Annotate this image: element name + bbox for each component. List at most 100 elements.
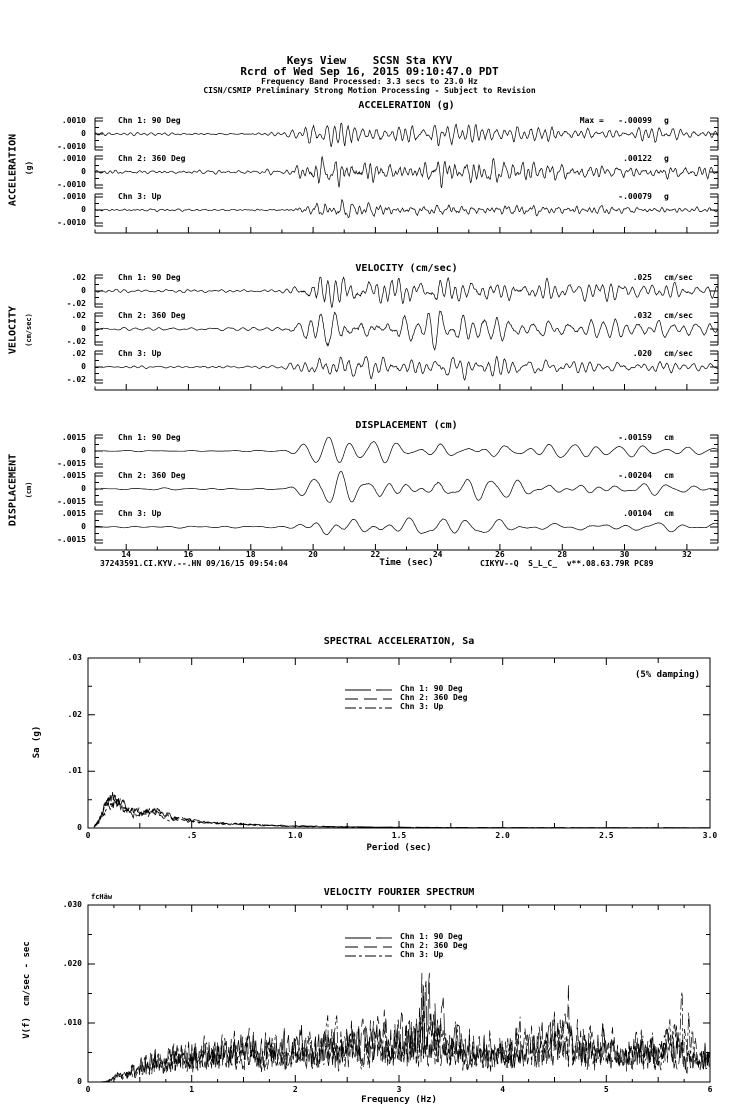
channel-max-value: .020: [632, 349, 652, 358]
y-tick-label: 0: [81, 446, 86, 455]
y-tick-label: 0: [81, 362, 86, 371]
frequency-band-note: Frequency Band Processed: 3.3 secs to 23…: [261, 77, 478, 86]
plot-path: [94, 510, 103, 544]
y-tick-label: 0: [81, 522, 86, 531]
y-tick-label: .0010: [61, 154, 86, 163]
plot-path: [87, 904, 711, 1083]
accel-section-title: ACCELERATION (g): [358, 100, 455, 111]
channel-max-value: -.00159: [618, 433, 652, 442]
y-tick-label: -.0010: [57, 218, 86, 227]
y-tick-label: 0: [81, 167, 86, 176]
channel-label: Chn 2: 360 Deg: [118, 154, 186, 163]
time-tick-label: 22: [370, 550, 381, 559]
plot-path: [93, 791, 710, 829]
fourier-x-tick-label: 6: [707, 1085, 713, 1094]
plot-path: [94, 227, 719, 234]
fourier-chart-title: VELOCITY FOURIER SPECTRUM: [323, 887, 475, 898]
y-tick-label: .02: [71, 273, 86, 282]
time-tick-label: 14: [121, 550, 131, 559]
y-tick-label: .02: [71, 311, 86, 320]
sa-chart-title: SPECTRAL ACCELERATION, Sa: [323, 636, 475, 647]
plot-path: [88, 983, 711, 1083]
y-tick-label: -.02: [66, 337, 86, 346]
time-tick-label: 32: [682, 550, 692, 559]
plot-path: [710, 193, 719, 227]
fourier-x-tick-label: 2: [292, 1085, 298, 1094]
channel-max-value: Max = -.00099: [579, 116, 652, 125]
sa-x-tick-label: 1.5: [391, 831, 407, 840]
plot-path: [93, 798, 710, 829]
processing-disclaimer: CISN/CSMIP Preliminary Strong Motion Pro…: [203, 86, 536, 95]
plot-path: [710, 472, 719, 506]
displacement-axis-title: DISPLACEMENT: [7, 453, 19, 527]
channel-max-unit: g: [664, 116, 669, 125]
y-tick-label: -.0015: [57, 459, 86, 468]
sa-y-tick-label: .01: [67, 766, 82, 776]
velocity-axis-title: VELOCITY: [7, 305, 19, 355]
time-tick-label: 20: [308, 550, 318, 559]
channel-max-value: .00122: [623, 154, 652, 163]
channel-max-value: .025: [632, 273, 652, 282]
plot-path: [94, 544, 719, 551]
time-tick-label: 28: [557, 550, 568, 559]
channel-label: Chn 1: 90 Deg: [118, 433, 181, 442]
plot-path: [94, 470, 719, 503]
plot-path: [88, 991, 711, 1083]
frequency-axis-label: Frequency (Hz): [361, 1095, 437, 1105]
velocity-section-title: VELOCITY (cm/sec): [355, 263, 458, 274]
channel-label: Chn 2: 360 Deg: [118, 311, 186, 320]
y-tick-label: .0015: [61, 433, 86, 442]
y-tick-label: 0: [81, 324, 86, 333]
plot-path: [94, 276, 719, 309]
sa-y-axis-title: Sa (g): [32, 725, 43, 759]
fourier-y-tick-label: 0: [77, 1077, 82, 1086]
channel-max-unit: g: [664, 192, 669, 201]
plot-path: [94, 517, 719, 536]
legend-label: Chn 1: 90 Deg: [400, 932, 463, 941]
sa-x-tick-label: 1.0: [288, 831, 303, 840]
plot-path: [94, 312, 103, 346]
legend-label: Chn 3: Up: [400, 702, 444, 711]
legend-label: Chn 3: Up: [400, 950, 444, 959]
fourier-x-tick-label: 5: [603, 1085, 609, 1094]
fourier-y-tick-label: .010: [62, 1018, 82, 1027]
legend-label: Chn 2: 360 Deg: [400, 693, 468, 702]
y-tick-label: -.02: [66, 299, 86, 308]
sa-x-tick-label: 3.0: [702, 831, 718, 840]
accel-axis-title: ACCELERATION: [7, 133, 19, 207]
channel-max-value: -.00079: [618, 192, 652, 201]
plot-path: [710, 155, 719, 189]
plot-path: [95, 436, 719, 464]
y-tick-label: .02: [71, 349, 86, 358]
y-tick-label: -.0010: [57, 180, 86, 189]
period-axis-label: Period (sec): [366, 843, 432, 853]
channel-max-unit: cm/sec: [664, 311, 693, 320]
fourier-y-tick-label: .030: [62, 900, 82, 909]
channel-max-unit: g: [664, 154, 669, 163]
plot-path: [710, 434, 719, 468]
channel-max-unit: cm: [664, 471, 674, 480]
y-tick-label: .0015: [61, 509, 86, 518]
plot-path: [94, 274, 103, 308]
y-tick-label: .0010: [61, 116, 86, 125]
sa-y-tick-label: .03: [67, 653, 82, 662]
channel-label: Chn 1: 90 Deg: [118, 273, 181, 282]
sa-x-tick-label: 2.0: [495, 831, 510, 840]
y-tick-label: 0: [81, 484, 86, 493]
channel-label: Chn 1: 90 Deg: [118, 116, 181, 125]
y-tick-label: 0: [81, 205, 86, 214]
sa-x-tick-label: 0: [85, 831, 91, 840]
plot-path: [94, 384, 719, 391]
channel-label: Chn 3: Up: [118, 349, 162, 358]
channel-label: Chn 3: Up: [118, 192, 162, 201]
damping-annotation: (5% damping): [634, 670, 700, 680]
plot-path: [88, 972, 711, 1083]
fourier-x-tick-label: 3: [396, 1085, 402, 1094]
record-id-footer: 37243591.CI.KYV.--.HN 09/16/15 09:54:04: [100, 559, 288, 568]
plot-path: [710, 274, 719, 308]
legend-label: Chn 2: 360 Deg: [400, 941, 468, 950]
y-tick-label: 0: [81, 286, 86, 295]
time-tick-label: 18: [245, 550, 256, 559]
